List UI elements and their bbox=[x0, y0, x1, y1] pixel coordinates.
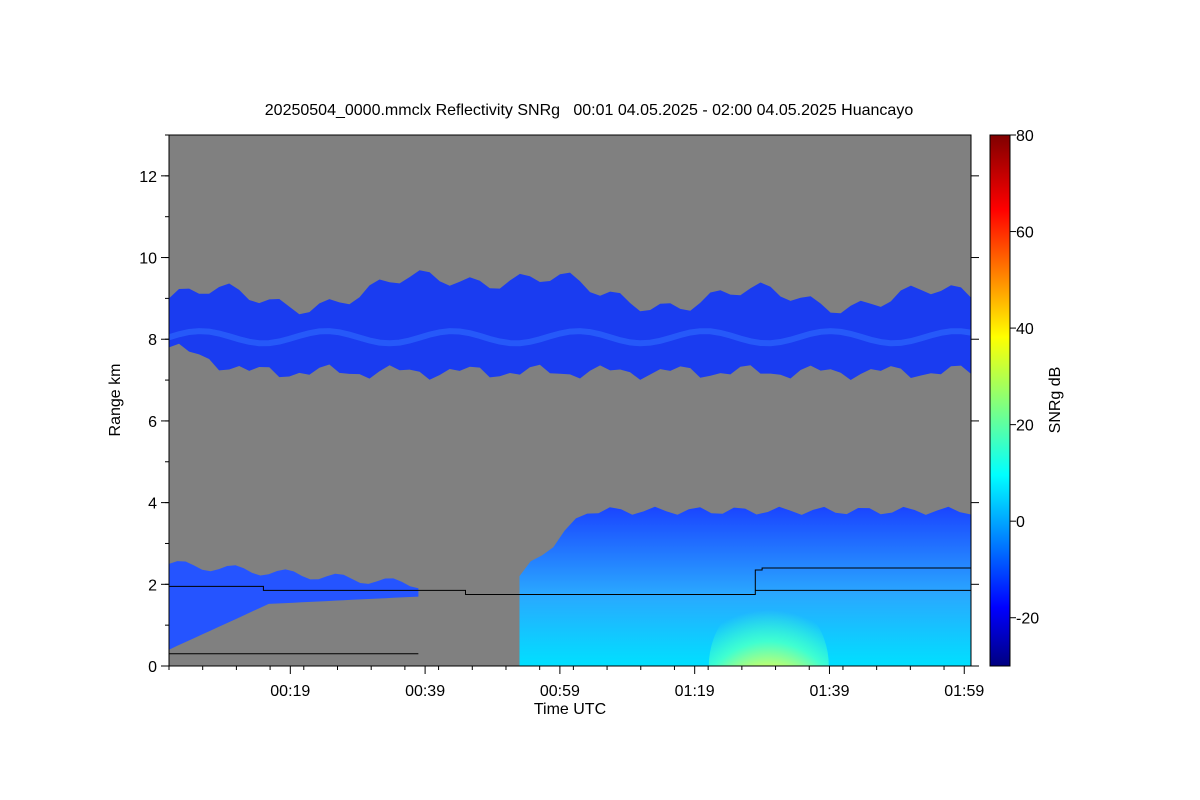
x-tick-label: 01:19 bbox=[675, 683, 715, 700]
x-axis: 00:19 00:39 00:59 01:19 01:39 01:59 bbox=[168, 666, 984, 700]
x-tick-label: 00:59 bbox=[540, 683, 580, 700]
y-tick-label: 8 bbox=[148, 332, 157, 349]
plot-frame bbox=[168, 134, 972, 667]
upper-cloud-layer bbox=[169, 270, 971, 380]
x-tick-label: 00:19 bbox=[270, 683, 310, 700]
colorbar-tick-label: 0 bbox=[1016, 514, 1025, 531]
cloud-base-line bbox=[169, 567, 971, 595]
y-axis: 0 2 4 6 8 10 12 bbox=[139, 134, 979, 676]
colorbar-gradient bbox=[989, 134, 1011, 667]
y-axis-label: Range km bbox=[107, 364, 124, 437]
x-tick-label: 01:39 bbox=[809, 683, 849, 700]
title-group: 20250504_0000.mmclx Reflectivity SNRg 00… bbox=[265, 102, 914, 119]
colorbar-label: SNRg dB bbox=[1047, 367, 1064, 434]
colorbar-tick-label: 60 bbox=[1016, 225, 1034, 242]
y-tick-label: 2 bbox=[148, 577, 157, 594]
x-tick-label: 01:59 bbox=[944, 683, 984, 700]
colorbar-tick-label: -20 bbox=[1016, 611, 1039, 628]
y-tick-label: 4 bbox=[148, 496, 157, 513]
precipitation-core bbox=[708, 596, 829, 666]
low-layer-west bbox=[169, 561, 419, 650]
y-tick-label: 10 bbox=[139, 251, 157, 268]
upper-layer-streak bbox=[169, 328, 971, 347]
x-tick-label: 00:39 bbox=[405, 683, 445, 700]
chart-title: 20250504_0000.mmclx Reflectivity SNRg 00… bbox=[265, 102, 914, 119]
x-axis-label: Time UTC bbox=[534, 701, 606, 718]
y-tick-label: 12 bbox=[139, 169, 157, 186]
colorbar-tick-label: 20 bbox=[1016, 418, 1034, 435]
plot-area bbox=[169, 135, 971, 666]
colorbar-tick-label: 80 bbox=[1016, 128, 1034, 145]
y-tick-label: 6 bbox=[148, 414, 157, 431]
colorbar-tick-label: 40 bbox=[1016, 321, 1034, 338]
y-tick-label: 0 bbox=[148, 659, 157, 676]
colorbar: -20 0 20 40 60 80 bbox=[989, 128, 1039, 667]
lower-cloud-layer bbox=[519, 506, 971, 666]
